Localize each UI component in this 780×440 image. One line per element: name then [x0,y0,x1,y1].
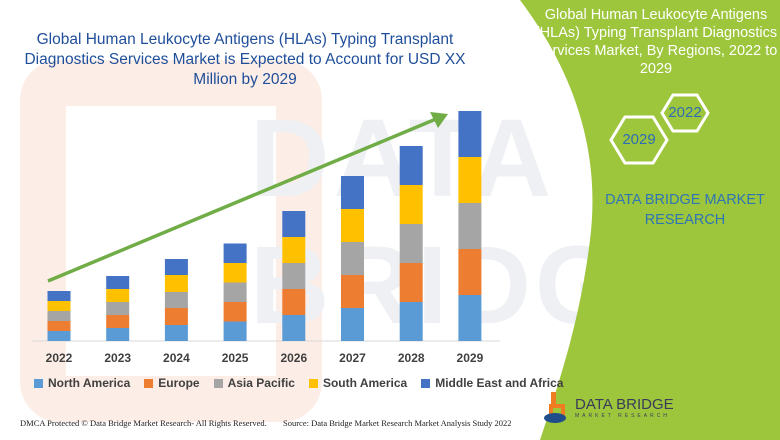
logo: DATA BRIDGE MARKET RESEARCH [543,390,674,424]
legend-item: Middle East and Africa [421,376,563,390]
logo-text: DATA BRIDGE [575,395,674,413]
bar-2024-asia-pacific [164,292,188,308]
bar-2029-north-america [458,295,482,341]
x-tick-label: 2027 [339,351,366,365]
legend-item: North America [34,376,130,390]
legend-swatch [308,378,318,388]
trend-arrow-head [430,112,448,128]
x-tick-label: 2024 [163,351,190,365]
hex-label-2022: 2022 [668,104,702,121]
bar-2023-south-america [106,289,130,302]
legend-item: South America [308,376,408,390]
hex-label-2029: 2029 [622,131,656,148]
bar-2023-asia-pacific [106,302,130,315]
bar-2028-south-america [399,185,423,224]
bar-2025-south-america [223,263,247,283]
bar-2025-asia-pacific [223,282,247,302]
hexagon-2029 [609,115,669,165]
bar-2029-south-america [458,157,482,203]
bar-2024-middle-east-and-africa [164,259,188,275]
bar-2025-europe [223,302,247,322]
bar-2026-asia-pacific [282,263,306,289]
bar-2023-europe [106,315,130,328]
legend-label: North America [48,376,131,390]
legend-swatch [144,378,154,388]
hexagon-2022 [660,93,710,133]
bar-2027-south-america [341,209,364,242]
bar-2028-middle-east-and-africa [399,146,423,185]
footer-source: Source: Data Bridge Market Research Mark… [283,418,512,428]
bar-2022-middle-east-and-africa [47,291,71,301]
legend-label: Asia Pacific [227,376,295,390]
legend-swatch [213,378,223,388]
bar-2027-asia-pacific [341,242,364,275]
bar-2028-asia-pacific [399,224,423,263]
legend-item: Asia Pacific [213,376,295,390]
bar-2024-europe [164,308,188,325]
x-tick-label: 2023 [104,351,131,365]
x-tick-label: 2028 [398,351,425,365]
bar-2023-middle-east-and-africa [106,276,130,289]
legend-swatch [421,378,431,388]
bar-2027-middle-east-and-africa [341,176,364,209]
legend-label: Europe [158,376,200,390]
bar-2027-europe [341,275,364,308]
bar-2027-north-america [341,308,364,341]
brand-text: DATA BRIDGE MARKET RESEARCH [605,192,765,228]
x-tick-label: 2022 [46,351,73,365]
bar-2028-europe [399,263,423,302]
bar-2029-europe [458,249,482,295]
legend-item: Europe [144,376,200,390]
bar-2026-south-america [282,237,306,263]
bar-2025-north-america [223,321,247,341]
bar-2029-middle-east-and-africa [458,111,482,157]
logo-icon [544,392,566,423]
bar-2025-middle-east-and-africa [223,243,247,263]
legend-label: Middle East and Africa [435,376,564,390]
bar-2024-north-america [164,325,188,341]
x-tick-label: 2029 [457,351,484,365]
bar-2026-europe [282,289,306,315]
bar-2022-north-america [47,331,71,341]
chart-title: Global Human Leukocyte Antigens (HLAs) T… [24,31,466,88]
trend-arrow-line [47,117,437,283]
logo-subtext: MARKET RESEARCH [575,412,670,419]
bar-2026-north-america [282,315,306,341]
bar-2029-asia-pacific [458,203,482,249]
bar-2022-south-america [47,301,71,311]
bar-2023-north-america [106,328,130,341]
legend-label: South America [322,376,408,390]
bar-2022-europe [47,321,71,331]
bar-2024-south-america [164,275,188,292]
footer-copyright: DMCA Protected © Data Bridge Market Rese… [20,418,267,428]
bar-2022-asia-pacific [47,311,71,321]
side-panel-title: Global Human Leukocyte Antigens (HLAs) T… [534,7,778,77]
bar-2026-middle-east-and-africa [282,211,306,237]
legend: North America Europe Asia Pacific South Ame… [34,376,563,390]
bar-2028-north-america [399,302,423,341]
green-panel [520,0,780,440]
x-tick-label: 2026 [280,351,307,365]
legend-swatch [34,378,43,388]
x-tick-label: 2025 [222,351,249,365]
